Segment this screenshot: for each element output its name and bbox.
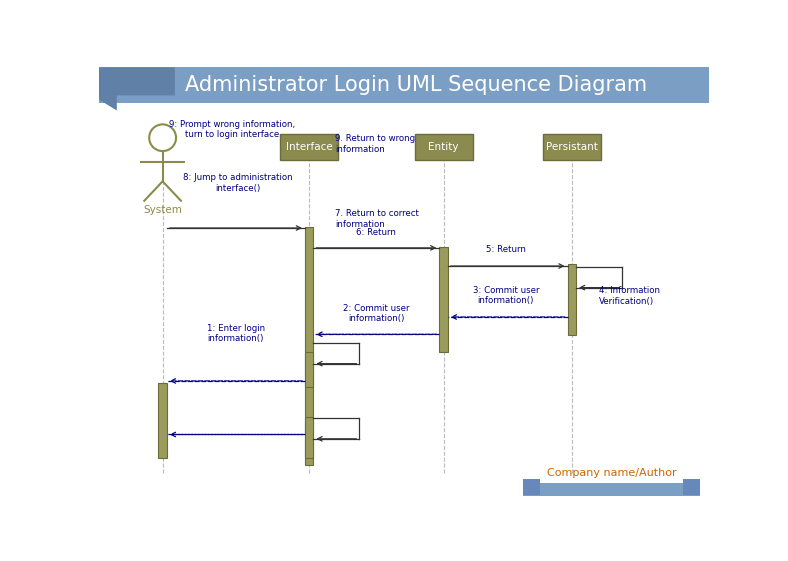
FancyBboxPatch shape — [305, 352, 314, 387]
Text: 5: Return: 5: Return — [486, 245, 526, 254]
FancyBboxPatch shape — [683, 480, 700, 495]
Text: 1: Enter login
information(): 1: Enter login information() — [206, 324, 265, 343]
Text: 3: Commit user
information(): 3: Commit user information() — [473, 286, 539, 305]
Text: 8: Jump to administration
interface(): 8: Jump to administration interface() — [183, 173, 292, 192]
FancyBboxPatch shape — [158, 383, 167, 458]
Text: Company name/Author: Company name/Author — [547, 468, 676, 478]
Text: 9. Return to wrong
information: 9. Return to wrong information — [336, 134, 415, 154]
Text: 4: Information
Verification(): 4: Information Verification() — [599, 286, 660, 306]
FancyBboxPatch shape — [523, 483, 700, 496]
FancyBboxPatch shape — [567, 264, 576, 335]
FancyBboxPatch shape — [523, 480, 540, 495]
FancyBboxPatch shape — [543, 134, 600, 160]
Polygon shape — [98, 67, 175, 111]
Text: Administrator Login UML Sequence Diagram: Administrator Login UML Sequence Diagram — [185, 75, 647, 95]
FancyBboxPatch shape — [281, 134, 338, 160]
Text: Interface: Interface — [286, 142, 333, 152]
Text: 6: Return: 6: Return — [356, 228, 396, 237]
FancyBboxPatch shape — [305, 227, 314, 465]
FancyBboxPatch shape — [98, 67, 709, 103]
Text: Persistant: Persistant — [546, 142, 598, 152]
FancyBboxPatch shape — [439, 247, 448, 352]
FancyBboxPatch shape — [414, 134, 473, 160]
Text: Entity: Entity — [429, 142, 459, 152]
Text: System: System — [143, 205, 182, 215]
Text: 7. Return to correct
information: 7. Return to correct information — [336, 209, 419, 229]
Text: 9: Prompt wrong information,
turn to login interface: 9: Prompt wrong information, turn to log… — [169, 119, 295, 139]
FancyBboxPatch shape — [305, 417, 314, 458]
Text: 2: Commit user
information(): 2: Commit user information() — [343, 304, 410, 323]
